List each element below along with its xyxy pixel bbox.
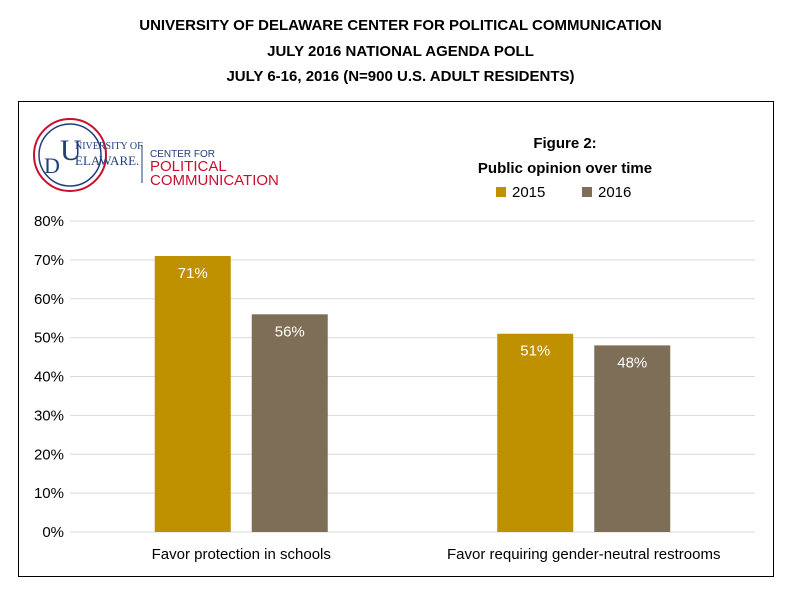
logo-u-glyph: U bbox=[60, 134, 82, 167]
y-tick-label: 0% bbox=[42, 524, 64, 541]
logo-university-text: NIVERSITY OF bbox=[75, 141, 143, 152]
legend-swatch-2016 bbox=[582, 187, 592, 197]
chart-title-line-1: UNIVERSITY OF DELAWARE CENTER FOR POLITI… bbox=[139, 17, 662, 34]
logo-d-glyph: D bbox=[44, 153, 60, 178]
figure-subtitle: Public opinion over time bbox=[477, 160, 653, 177]
bar bbox=[251, 314, 328, 532]
chart-frame bbox=[18, 101, 774, 577]
y-tick-label: 30% bbox=[34, 407, 64, 424]
university-logo: U NIVERSITY OF ELAWARE. D CENTER FOR POL… bbox=[33, 118, 279, 192]
logo-center-for: CENTER FOR bbox=[150, 149, 215, 160]
y-tick-label: 80% bbox=[34, 213, 64, 230]
logo-delaware-text: ELAWARE. bbox=[75, 153, 139, 168]
logo-outer-ring bbox=[33, 118, 107, 192]
logo-inner-ring bbox=[38, 123, 102, 187]
bar-data-label: 71% bbox=[178, 265, 208, 282]
y-tick-label: 50% bbox=[34, 330, 64, 347]
y-tick-label: 40% bbox=[34, 369, 64, 386]
logo-political: POLITICAL bbox=[150, 158, 227, 175]
y-tick-label: 60% bbox=[34, 291, 64, 308]
y-tick-label: 20% bbox=[34, 446, 64, 463]
y-tick-label: 10% bbox=[34, 485, 64, 502]
legend-item-2016: 2016 bbox=[582, 183, 631, 201]
x-category-label: Favor protection in schools bbox=[152, 546, 331, 563]
legend-item-2015: 2015 bbox=[496, 183, 545, 201]
figure-label: Figure 2: bbox=[533, 135, 597, 152]
legend-swatch-2015 bbox=[496, 187, 506, 197]
chart-title-line-3: JULY 6-16, 2016 (N=900 U.S. ADULT RESIDE… bbox=[226, 68, 575, 85]
legend-label-2016: 2016 bbox=[598, 183, 632, 201]
bar-data-label: 51% bbox=[520, 343, 550, 360]
bar bbox=[497, 333, 574, 532]
bar bbox=[594, 345, 671, 532]
legend-label-2015: 2015 bbox=[512, 183, 546, 201]
bar bbox=[154, 255, 231, 533]
bar-data-label: 48% bbox=[617, 354, 647, 371]
y-tick-label: 70% bbox=[34, 252, 64, 269]
chart-title-line-2: JULY 2016 NATIONAL AGENDA POLL bbox=[267, 43, 534, 60]
logo-communication: COMMUNICATION bbox=[150, 172, 279, 189]
x-category-label: Favor requiring gender-neutral restrooms bbox=[447, 546, 720, 563]
bar-data-label: 56% bbox=[275, 323, 305, 340]
